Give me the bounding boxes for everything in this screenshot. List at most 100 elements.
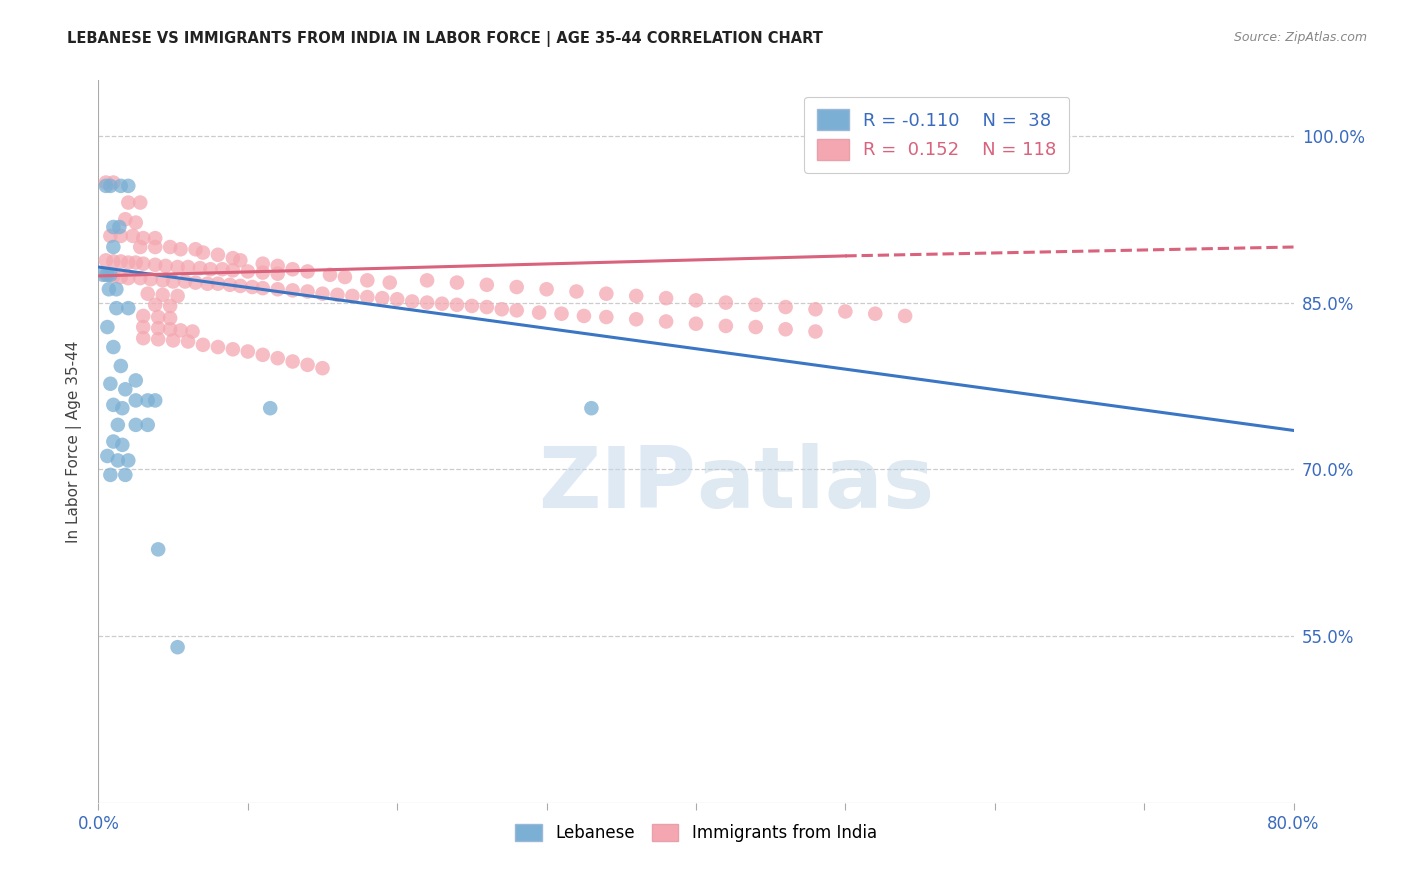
Point: [714, 295, 737, 310]
Point: [98, 228, 122, 243]
Point: [96, 268, 118, 282]
Point: [475, 277, 498, 292]
Point: [745, 320, 768, 334]
Point: [159, 311, 181, 326]
Point: [107, 453, 129, 467]
Point: [152, 288, 174, 302]
Point: [96, 449, 118, 463]
Point: [111, 401, 134, 416]
Point: [110, 228, 132, 243]
Point: [107, 417, 129, 432]
Point: [117, 178, 139, 193]
Point: [177, 334, 200, 349]
Point: [103, 219, 125, 234]
Point: [117, 255, 139, 269]
Point: [356, 290, 378, 304]
Point: [685, 317, 707, 331]
Point: [259, 401, 281, 416]
Point: [197, 277, 219, 291]
Point: [111, 438, 134, 452]
Point: [236, 344, 259, 359]
Point: [775, 322, 797, 336]
Point: [550, 307, 572, 321]
Point: [103, 398, 125, 412]
Point: [98, 467, 122, 482]
Point: [211, 262, 233, 277]
Point: [219, 277, 242, 292]
Point: [143, 231, 166, 245]
Point: [125, 393, 148, 408]
Text: ZIP: ZIP: [538, 443, 696, 526]
Point: [297, 358, 319, 372]
Point: [125, 255, 148, 269]
Point: [162, 334, 184, 348]
Point: [148, 321, 170, 335]
Point: [148, 310, 170, 324]
Point: [125, 417, 148, 432]
Point: [117, 195, 139, 210]
Point: [222, 343, 245, 357]
Point: [98, 178, 122, 193]
Point: [378, 276, 401, 290]
Point: [297, 285, 319, 299]
Point: [236, 264, 259, 278]
Point: [281, 284, 304, 298]
Point: [114, 467, 136, 482]
Point: [94, 176, 117, 190]
Point: [181, 325, 204, 339]
Point: [326, 288, 349, 302]
Point: [1014, 128, 1036, 143]
Point: [152, 273, 174, 287]
Point: [416, 273, 439, 287]
Point: [385, 292, 409, 306]
Point: [207, 277, 229, 291]
Point: [281, 354, 304, 368]
Point: [94, 268, 117, 282]
Point: [319, 268, 342, 282]
Point: [491, 302, 513, 317]
Point: [714, 318, 737, 333]
Point: [222, 263, 245, 277]
Point: [267, 267, 290, 281]
Text: LEBANESE VS IMMIGRANTS FROM INDIA IN LABOR FORCE | AGE 35-44 CORRELATION CHART: LEBANESE VS IMMIGRANTS FROM INDIA IN LAB…: [67, 31, 824, 47]
Point: [166, 289, 188, 303]
Point: [98, 376, 122, 391]
Point: [159, 240, 181, 254]
Point: [655, 314, 678, 328]
Point: [333, 270, 356, 285]
Point: [342, 289, 364, 303]
Point: [132, 320, 155, 334]
Point: [110, 359, 132, 373]
Point: [159, 299, 181, 313]
Point: [626, 312, 648, 326]
Point: [311, 286, 333, 301]
Point: [166, 260, 188, 274]
Point: [129, 195, 152, 210]
Point: [527, 305, 550, 319]
Point: [97, 282, 120, 296]
Point: [103, 268, 125, 283]
Point: [155, 259, 177, 273]
Point: [103, 176, 125, 190]
Point: [267, 282, 290, 296]
Point: [169, 323, 191, 337]
Point: [252, 281, 274, 295]
Point: [626, 289, 648, 303]
Point: [105, 301, 128, 315]
Point: [143, 258, 166, 272]
Point: [804, 325, 827, 339]
Point: [94, 253, 117, 268]
Point: [132, 309, 155, 323]
Point: [110, 270, 132, 285]
Point: [117, 271, 139, 285]
Legend: Lebanese, Immigrants from India: Lebanese, Immigrants from India: [509, 817, 883, 848]
Y-axis label: In Labor Force | Age 35-44: In Labor Force | Age 35-44: [66, 341, 83, 542]
Point: [229, 253, 252, 268]
Point: [229, 279, 252, 293]
Point: [148, 542, 170, 557]
Point: [572, 309, 595, 323]
Point: [125, 216, 148, 230]
Point: [207, 340, 229, 354]
Point: [103, 240, 125, 254]
Text: atlas: atlas: [696, 443, 934, 526]
